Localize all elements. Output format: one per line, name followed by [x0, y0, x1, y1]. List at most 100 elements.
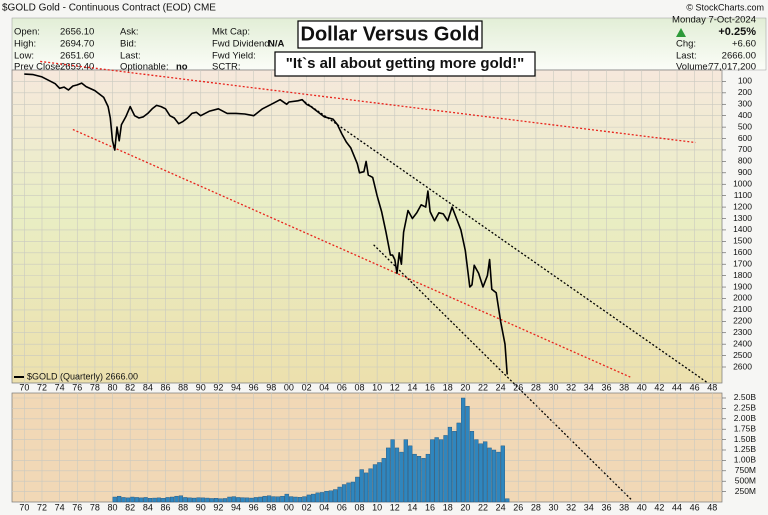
x-tick-label: 06	[337, 502, 347, 512]
volume-bar	[262, 495, 267, 503]
volume-bar	[205, 497, 210, 503]
field-label: Bid:	[120, 39, 136, 50]
y-tick-label: 300	[738, 99, 752, 109]
y-tick-label: 750M	[735, 465, 756, 475]
price-line	[24, 73, 508, 375]
volume-bar	[505, 498, 510, 503]
volume-bar	[284, 493, 289, 503]
volume-bar	[421, 458, 426, 503]
volume-bar	[377, 462, 382, 503]
symbol-line: $GOLD Gold - Continuous Contract (EOD) C…	[2, 3, 216, 14]
field-label: Fwd Dividend:	[212, 39, 272, 50]
y-tick-label: 800	[738, 156, 752, 166]
volume-bar	[324, 490, 329, 503]
volume-bar	[474, 439, 479, 503]
y-tick-label: 1500	[733, 236, 752, 246]
x-tick-label: 98	[266, 502, 276, 512]
x-tick-label: 70	[19, 382, 29, 392]
x-tick-label: 32	[566, 502, 576, 512]
copyright: © StockCharts.com	[686, 2, 764, 12]
y-tick-label: 700	[738, 144, 752, 154]
x-tick-label: 38	[619, 502, 629, 512]
x-tick-label: 86	[160, 382, 170, 392]
field-value: +6.60	[732, 39, 756, 50]
volume-bar	[134, 497, 139, 503]
y-tick-label: 1.25B	[734, 444, 757, 454]
volume-bar	[430, 439, 435, 503]
x-tick-label: 12	[390, 382, 400, 392]
volume-bar	[222, 498, 228, 503]
volume-bar	[399, 451, 404, 503]
volume-bar	[152, 497, 157, 503]
volume-bar	[403, 439, 408, 503]
field-value: 2694.70	[60, 39, 94, 50]
field-value: N/A	[268, 39, 285, 50]
x-tick-label: 18	[443, 382, 453, 392]
plot: 70 72 74 76 78 80 82 84 86 88 90 92 94 96 98 00 02 04 06 08…	[12, 60, 757, 512]
x-tick-label: 26	[513, 502, 523, 512]
y-tick-label: 1100	[734, 190, 753, 200]
volume-bar	[311, 493, 316, 503]
y-tick-label: 1700	[733, 258, 752, 268]
x-tick-label: 88	[178, 382, 188, 392]
volume-bar	[280, 495, 285, 503]
volume-bar	[333, 489, 338, 503]
x-tick-label: 34	[584, 502, 594, 512]
x-tick-label: 24	[496, 382, 506, 392]
volume-bar	[425, 453, 430, 503]
field-label: SCTR:	[212, 62, 241, 73]
x-tick-label: 48	[707, 382, 717, 392]
x-tick-label: 20	[460, 382, 470, 392]
volume-bar	[169, 496, 175, 503]
volume-bar	[341, 484, 347, 503]
field-label: Last:	[120, 51, 141, 62]
price-panel	[11, 69, 723, 384]
volume-bar	[328, 490, 333, 503]
y-tick-label: 400	[738, 110, 752, 120]
y-tick-label: 2.00B	[734, 413, 757, 423]
x-tick-label: 34	[584, 382, 594, 392]
y-tick-label: 1300	[733, 213, 752, 223]
volume-bar	[121, 497, 126, 503]
up-arrow	[676, 28, 686, 37]
volume-bar	[350, 481, 355, 503]
y-tick-label: 1.50B	[734, 434, 757, 444]
field-label: Ask:	[120, 27, 138, 38]
chart-title: Dollar Versus Gold	[301, 23, 480, 45]
y-tick-label: 1.75B	[734, 423, 757, 433]
volume-bar	[500, 445, 505, 503]
date: Monday 7-Oct-2024	[672, 15, 756, 26]
x-tick-label: 20	[460, 502, 470, 512]
x-tick-label: 80	[108, 502, 118, 512]
volume-bar	[297, 497, 303, 503]
volume-bar	[165, 497, 170, 503]
volume-bar	[130, 496, 135, 503]
y-tick-label: 200	[738, 87, 752, 97]
field-label: Open:	[14, 27, 40, 38]
volume-bar	[478, 443, 483, 503]
volume-bar	[315, 492, 320, 503]
x-tick-label: 36	[601, 382, 611, 392]
field-value: 2651.60	[60, 51, 94, 62]
volume-bar	[209, 498, 214, 503]
x-tick-label: 30	[549, 502, 559, 512]
volume-bar	[456, 422, 461, 503]
volume-bar	[386, 447, 391, 503]
volume-bar	[253, 497, 258, 503]
y-tick-label: 2400	[733, 338, 752, 348]
x-tick-label: 70	[19, 502, 29, 512]
volume-bar	[394, 447, 400, 503]
y-tick-label: 2.50B	[734, 392, 757, 402]
x-tick-label: 00	[284, 502, 294, 512]
volume-bar	[227, 496, 232, 503]
volume-bar	[231, 496, 236, 503]
field-label: High:	[14, 39, 36, 50]
volume-bar	[487, 447, 492, 503]
x-tick-label: 90	[196, 382, 206, 392]
volume-bar	[408, 445, 413, 503]
x-tick-label: 40	[637, 502, 647, 512]
field-value: 77,017,200	[708, 62, 756, 73]
field-label: Mkt Cap:	[212, 27, 250, 38]
volume-bar	[443, 435, 448, 503]
field-value: 2666.00	[722, 51, 756, 62]
